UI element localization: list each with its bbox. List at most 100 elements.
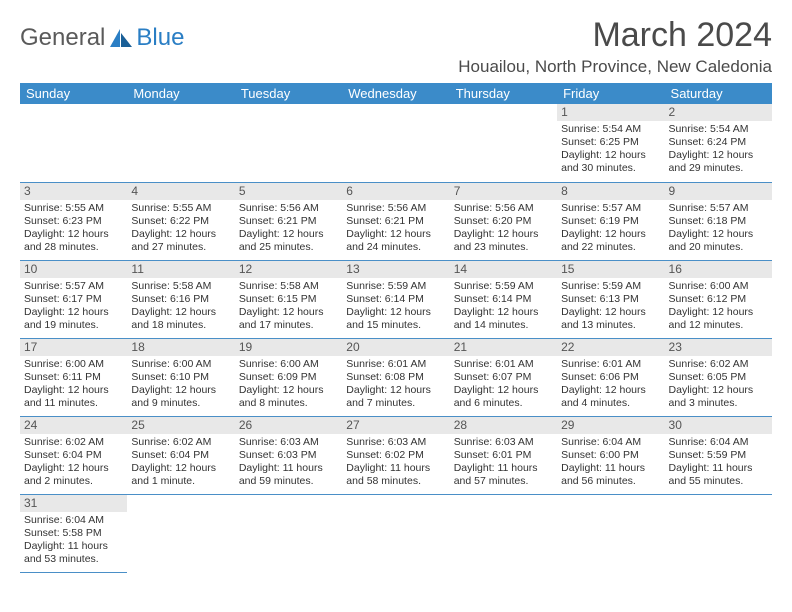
sunrise-text: Sunrise: 6:03 AM: [239, 436, 338, 449]
day-number: 2: [665, 104, 772, 121]
logo-word-general: General: [20, 24, 105, 52]
sunset-text: Sunset: 6:04 PM: [24, 449, 123, 462]
day-info: Sunrise: 6:04 AMSunset: 5:58 PMDaylight:…: [24, 514, 123, 567]
calendar-row: 31Sunrise: 6:04 AMSunset: 5:58 PMDayligh…: [20, 494, 772, 572]
calendar-row: 17Sunrise: 6:00 AMSunset: 6:11 PMDayligh…: [20, 338, 772, 416]
sunrise-text: Sunrise: 5:57 AM: [24, 280, 123, 293]
calendar-cell: [665, 494, 772, 572]
sunrise-text: Sunrise: 5:54 AM: [561, 123, 660, 136]
daylight-text-2: and 9 minutes.: [131, 397, 230, 410]
sunrise-text: Sunrise: 5:59 AM: [561, 280, 660, 293]
calendar-cell: [235, 494, 342, 572]
day-info: Sunrise: 5:54 AMSunset: 6:25 PMDaylight:…: [561, 123, 660, 176]
sunset-text: Sunset: 6:24 PM: [669, 136, 768, 149]
calendar-cell: 24Sunrise: 6:02 AMSunset: 6:04 PMDayligh…: [20, 416, 127, 494]
sunrise-text: Sunrise: 5:57 AM: [669, 202, 768, 215]
sunset-text: Sunset: 6:03 PM: [239, 449, 338, 462]
calendar-cell: 23Sunrise: 6:02 AMSunset: 6:05 PMDayligh…: [665, 338, 772, 416]
sunset-text: Sunset: 6:15 PM: [239, 293, 338, 306]
daylight-text-1: Daylight: 12 hours: [131, 228, 230, 241]
day-info: Sunrise: 6:00 AMSunset: 6:11 PMDaylight:…: [24, 358, 123, 411]
daylight-text-2: and 14 minutes.: [454, 319, 553, 332]
day-info: Sunrise: 5:57 AMSunset: 6:19 PMDaylight:…: [561, 202, 660, 255]
daylight-text-1: Daylight: 12 hours: [561, 149, 660, 162]
sunrise-text: Sunrise: 5:56 AM: [454, 202, 553, 215]
dayname-mon: Monday: [127, 83, 234, 104]
daylight-text-2: and 15 minutes.: [346, 319, 445, 332]
day-info: Sunrise: 5:58 AMSunset: 6:16 PMDaylight:…: [131, 280, 230, 333]
day-info: Sunrise: 5:55 AMSunset: 6:22 PMDaylight:…: [131, 202, 230, 255]
calendar-cell: 6Sunrise: 5:56 AMSunset: 6:21 PMDaylight…: [342, 182, 449, 260]
day-number: 28: [450, 417, 557, 434]
day-number: 6: [342, 183, 449, 200]
sunrise-text: Sunrise: 6:00 AM: [131, 358, 230, 371]
daylight-text-1: Daylight: 11 hours: [239, 462, 338, 475]
day-info: Sunrise: 6:03 AMSunset: 6:01 PMDaylight:…: [454, 436, 553, 489]
sunset-text: Sunset: 6:07 PM: [454, 371, 553, 384]
sunset-text: Sunset: 6:21 PM: [239, 215, 338, 228]
day-number: 7: [450, 183, 557, 200]
daylight-text-2: and 59 minutes.: [239, 475, 338, 488]
sunset-text: Sunset: 6:00 PM: [561, 449, 660, 462]
calendar-cell: [20, 104, 127, 182]
sunrise-text: Sunrise: 6:01 AM: [346, 358, 445, 371]
calendar-cell: 18 Sunrise: 6:00 AMSunset: 6:10 PMDayligh…: [127, 338, 234, 416]
daylight-text-2: and 53 minutes.: [24, 553, 123, 566]
dayname-thu: Thursday: [450, 83, 557, 104]
sunset-text: Sunset: 6:08 PM: [346, 371, 445, 384]
dayname-tue: Tuesday: [235, 83, 342, 104]
calendar-cell: [557, 494, 664, 572]
sunset-text: Sunset: 6:21 PM: [346, 215, 445, 228]
daylight-text-2: and 19 minutes.: [24, 319, 123, 332]
sunrise-text: Sunrise: 6:04 AM: [24, 514, 123, 527]
sunset-text: Sunset: 6:16 PM: [131, 293, 230, 306]
calendar-cell: [450, 494, 557, 572]
sunrise-text: Sunrise: 5:57 AM: [561, 202, 660, 215]
daylight-text-2: and 12 minutes.: [669, 319, 768, 332]
calendar-cell: 1Sunrise: 5:54 AMSunset: 6:25 PMDaylight…: [557, 104, 664, 182]
daylight-text-1: Daylight: 12 hours: [454, 384, 553, 397]
calendar-cell: [235, 104, 342, 182]
calendar-cell: 5Sunrise: 5:56 AMSunset: 6:21 PMDaylight…: [235, 182, 342, 260]
day-info: Sunrise: 5:59 AMSunset: 6:14 PMDaylight:…: [454, 280, 553, 333]
day-number: 18: [127, 339, 234, 356]
sunset-text: Sunset: 5:59 PM: [669, 449, 768, 462]
daylight-text-1: Daylight: 12 hours: [669, 384, 768, 397]
daylight-text-1: Daylight: 12 hours: [131, 462, 230, 475]
sunset-text: Sunset: 6:01 PM: [454, 449, 553, 462]
daylight-text-2: and 55 minutes.: [669, 475, 768, 488]
sunrise-text: Sunrise: 5:59 AM: [454, 280, 553, 293]
daylight-text-2: and 56 minutes.: [561, 475, 660, 488]
sunset-text: Sunset: 6:04 PM: [131, 449, 230, 462]
daylight-text-2: and 30 minutes.: [561, 162, 660, 175]
sunset-text: Sunset: 6:18 PM: [669, 215, 768, 228]
daylight-text-1: Daylight: 12 hours: [346, 384, 445, 397]
day-info: Sunrise: 6:00 AMSunset: 6:12 PMDaylight:…: [669, 280, 768, 333]
sunset-text: Sunset: 6:10 PM: [131, 371, 230, 384]
day-number: 30: [665, 417, 772, 434]
day-info: Sunrise: 6:04 AMSunset: 5:59 PMDaylight:…: [669, 436, 768, 489]
sunrise-text: Sunrise: 6:00 AM: [669, 280, 768, 293]
calendar-cell: 22Sunrise: 6:01 AMSunset: 6:06 PMDayligh…: [557, 338, 664, 416]
daylight-text-1: Daylight: 11 hours: [24, 540, 123, 553]
day-number: 12: [235, 261, 342, 278]
daylight-text-2: and 13 minutes.: [561, 319, 660, 332]
day-number: 26: [235, 417, 342, 434]
daylight-text-1: Daylight: 11 hours: [561, 462, 660, 475]
calendar-cell: 13Sunrise: 5:59 AMSunset: 6:14 PMDayligh…: [342, 260, 449, 338]
calendar-cell: [127, 494, 234, 572]
daylight-text-1: Daylight: 12 hours: [131, 384, 230, 397]
logo: General Blue: [20, 24, 184, 52]
sunrise-text: Sunrise: 5:55 AM: [131, 202, 230, 215]
sunset-text: Sunset: 6:12 PM: [669, 293, 768, 306]
daylight-text-1: Daylight: 12 hours: [669, 149, 768, 162]
title-block: March 2024 Houailou, North Province, New…: [458, 16, 772, 77]
day-info: Sunrise: 5:55 AMSunset: 6:23 PMDaylight:…: [24, 202, 123, 255]
daylight-text-1: Daylight: 12 hours: [24, 384, 123, 397]
sunset-text: Sunset: 6:14 PM: [346, 293, 445, 306]
daylight-text-2: and 18 minutes.: [131, 319, 230, 332]
calendar-cell: 21Sunrise: 6:01 AMSunset: 6:07 PMDayligh…: [450, 338, 557, 416]
daylight-text-1: Daylight: 12 hours: [669, 306, 768, 319]
day-info: Sunrise: 6:01 AMSunset: 6:08 PMDaylight:…: [346, 358, 445, 411]
sunrise-text: Sunrise: 6:00 AM: [239, 358, 338, 371]
